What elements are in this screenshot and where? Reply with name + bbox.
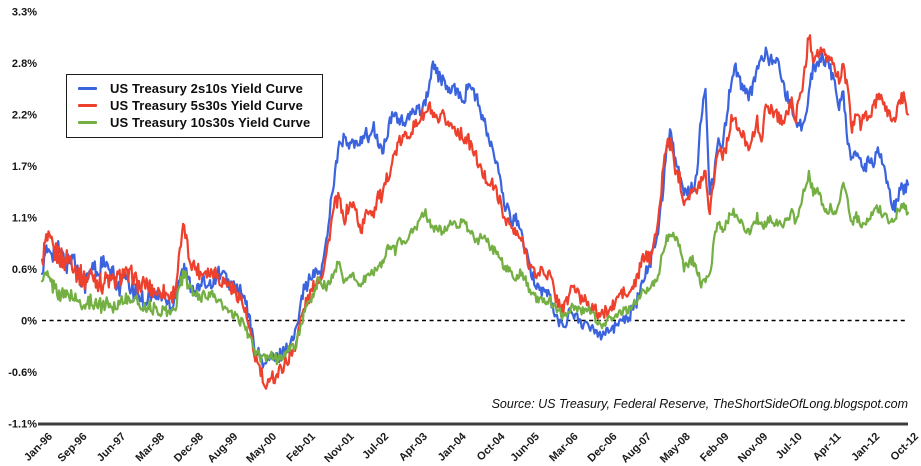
legend-label: US Treasury 2s10s Yield Curve <box>110 81 303 96</box>
y-axis-tick-label: -0.6% <box>8 367 37 379</box>
x-axis-tick-label: Apr-03 <box>397 431 430 464</box>
x-axis-tick-label: Sep-96 <box>56 431 90 465</box>
x-axis-tick-label: Feb-09 <box>698 431 732 465</box>
series-line-2s10s <box>40 46 910 369</box>
x-axis-tick-label: May-00 <box>244 431 279 466</box>
series-line-10s30s <box>40 169 910 366</box>
x-axis-tick-label: Dec-06 <box>586 431 620 465</box>
x-axis-tick-label: Nov-09 <box>736 431 770 465</box>
x-axis-tick-label: Feb-01 <box>284 431 318 465</box>
y-axis-tick-label: 1.7% <box>12 161 37 173</box>
legend-swatch <box>78 121 97 124</box>
legend-swatch <box>78 104 97 107</box>
x-axis-tick-label: Mar-06 <box>547 431 581 465</box>
legend-item: US Treasury 10s30s Yield Curve <box>78 114 310 131</box>
legend-item: US Treasury 2s10s Yield Curve <box>78 80 310 97</box>
y-axis-tick-label: 2.2% <box>12 110 37 122</box>
y-axis-tick-label: -1.1% <box>8 419 37 431</box>
legend-swatch <box>78 87 97 90</box>
x-axis-tick-label: Oct-04 <box>475 430 508 463</box>
x-axis-tick-label: Jan-96 <box>22 431 55 464</box>
y-axis-tick-label: 2.8% <box>12 58 37 70</box>
y-axis-tick-label: 3.3% <box>12 7 37 19</box>
x-axis-tick-label: Jan-12 <box>849 431 882 464</box>
x-axis-tick-label: Dec-98 <box>172 431 206 465</box>
legend-label: US Treasury 10s30s Yield Curve <box>110 115 311 130</box>
x-axis-tick-label: Jul-10 <box>774 431 805 462</box>
x-axis-tick-label: Apr-11 <box>811 431 844 464</box>
x-axis-tick-label: Jun-05 <box>508 431 542 465</box>
y-axis-tick-label: 0.6% <box>12 264 37 276</box>
x-axis-tick-label: Jul-02 <box>360 431 391 462</box>
x-axis-tick-label: Mar-98 <box>134 431 168 465</box>
x-axis-tick-label: May-08 <box>658 431 693 466</box>
source-note: Source: US Treasury, Federal Reserve, Th… <box>491 397 908 411</box>
legend: US Treasury 2s10s Yield Curve US Treasury… <box>66 74 324 138</box>
x-axis-tick-label: Aug-07 <box>619 431 654 466</box>
y-axis-tick-label: 1.1% <box>12 213 37 225</box>
x-axis-tick-label: Oct-12 <box>888 431 921 464</box>
x-axis-tick-label: Nov-01 <box>322 431 356 465</box>
legend-label: US Treasury 5s30s Yield Curve <box>110 98 303 113</box>
x-axis-tick-label: Jan-04 <box>436 430 470 464</box>
x-axis-tick-label: Aug-99 <box>206 431 241 466</box>
series-line-5s30s <box>40 34 910 390</box>
legend-item: US Treasury 5s30s Yield Curve <box>78 97 310 114</box>
y-axis-tick-label: 0% <box>21 316 37 328</box>
x-axis-tick-label: Jun-97 <box>95 431 129 465</box>
